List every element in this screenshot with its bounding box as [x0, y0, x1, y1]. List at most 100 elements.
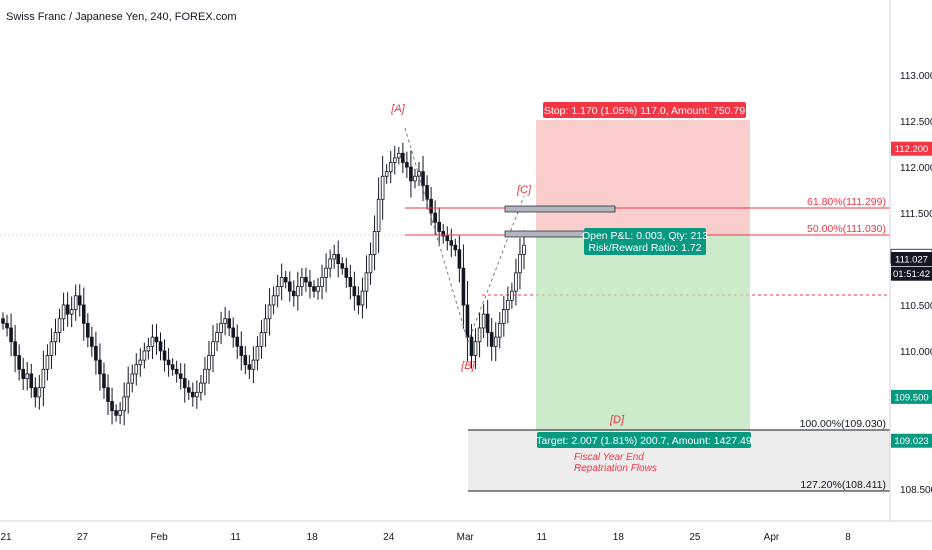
x-tick-label: 24	[383, 532, 395, 543]
candle	[506, 286, 510, 324]
pnl-label-box	[584, 228, 706, 255]
candle	[110, 387, 114, 425]
candle	[396, 146, 401, 165]
candle	[199, 374, 203, 401]
fib-label-50: 50.00%(111.030)	[807, 223, 886, 235]
candle	[461, 244, 466, 329]
candle	[287, 271, 292, 302]
candle	[154, 324, 159, 355]
fib-label-100: 100.00%(109.030)	[800, 418, 886, 430]
svg-text:109.023: 109.023	[894, 436, 928, 447]
x-tick-label: 18	[307, 532, 319, 543]
candle	[41, 350, 46, 407]
target-label-box	[537, 432, 751, 448]
candle	[441, 223, 446, 244]
candle	[372, 215, 377, 271]
candle	[360, 277, 365, 319]
chart-title: Swiss Franc / Japanese Yen, 240, FOREX.c…	[6, 11, 237, 23]
candle	[98, 343, 102, 391]
wave-label-d: [D]	[609, 414, 625, 426]
candle	[73, 284, 78, 321]
candle	[510, 282, 514, 309]
candle	[65, 292, 70, 327]
candle	[352, 271, 357, 311]
candle	[267, 288, 272, 336]
candle	[17, 344, 21, 381]
x-tick-label: 27	[77, 532, 89, 543]
candle	[344, 257, 349, 288]
candle	[489, 318, 494, 361]
candle	[485, 300, 490, 347]
candle	[33, 377, 38, 408]
drawings-overlay: [A] [B] [C] [D] 61.80%(111.299) 50.00%(1…	[390, 102, 890, 491]
fib-label-127: 127.20%(108.411)	[800, 479, 886, 491]
candle	[364, 255, 369, 309]
candle	[61, 292, 66, 332]
candle	[348, 264, 353, 300]
x-tick-label: 18	[613, 532, 625, 543]
candle	[429, 186, 433, 226]
candle	[251, 346, 256, 384]
candle	[81, 287, 86, 341]
candle	[45, 344, 50, 381]
candle	[477, 312, 482, 358]
candle	[182, 363, 187, 403]
entry-box-upper	[504, 205, 616, 213]
candle	[437, 207, 441, 247]
candle	[138, 348, 143, 377]
candle	[324, 253, 328, 293]
wave-label-a: [A]	[390, 103, 405, 115]
candle	[49, 328, 54, 369]
candle	[328, 249, 332, 278]
stop-zone	[536, 120, 750, 235]
price-tags: 112.200111.030111.02701:51:42109.500109.…	[890, 141, 932, 448]
position-tool[interactable]	[468, 120, 890, 492]
x-tick-label: 21	[0, 532, 12, 543]
candle	[433, 200, 437, 235]
candle	[392, 145, 397, 175]
candle	[376, 177, 381, 254]
x-tick-label: 25	[689, 532, 701, 543]
svg-text:112.200: 112.200	[895, 144, 929, 155]
candle	[223, 306, 227, 336]
candle	[9, 313, 13, 357]
candle	[296, 271, 300, 311]
candle	[94, 331, 98, 375]
target-label: Target: 2.007 (1.81%) 200.7, Amount: 142…	[536, 435, 752, 447]
wave-path	[404, 127, 525, 344]
candle	[514, 258, 518, 306]
y-tick-label: 111.500	[900, 209, 932, 220]
candle	[231, 317, 236, 348]
x-tick-label: 8	[845, 532, 851, 543]
candle	[421, 156, 425, 202]
price-tag: 01:51:42	[891, 266, 932, 281]
candle	[122, 382, 126, 426]
candle	[219, 311, 223, 345]
candle	[312, 280, 316, 298]
candle	[449, 228, 454, 258]
x-tick-label: Apr	[764, 532, 780, 543]
candle	[215, 323, 219, 352]
candle	[227, 310, 231, 337]
candle	[405, 151, 409, 178]
svg-text:111.027: 111.027	[895, 255, 928, 266]
candle	[13, 325, 17, 373]
candle	[493, 322, 498, 362]
candle	[263, 304, 268, 348]
x-tick-label: Feb	[150, 532, 168, 543]
candle	[195, 380, 199, 409]
candle	[29, 363, 34, 398]
candle	[53, 318, 58, 356]
x-axis-ticks: 21 27 Feb 11 18 24 Mar 11 18 25 Apr 8	[0, 532, 851, 543]
fib-label-618: 61.80%(111.299)	[807, 196, 886, 208]
candle	[25, 361, 30, 391]
y-tick-label: 113.000	[900, 71, 932, 82]
candle	[304, 267, 308, 292]
target-zone	[536, 235, 750, 431]
candle	[1, 312, 5, 330]
candle	[162, 339, 167, 372]
svg-text:109.500: 109.500	[894, 392, 928, 403]
y-tick-label: 110.500	[900, 301, 932, 312]
